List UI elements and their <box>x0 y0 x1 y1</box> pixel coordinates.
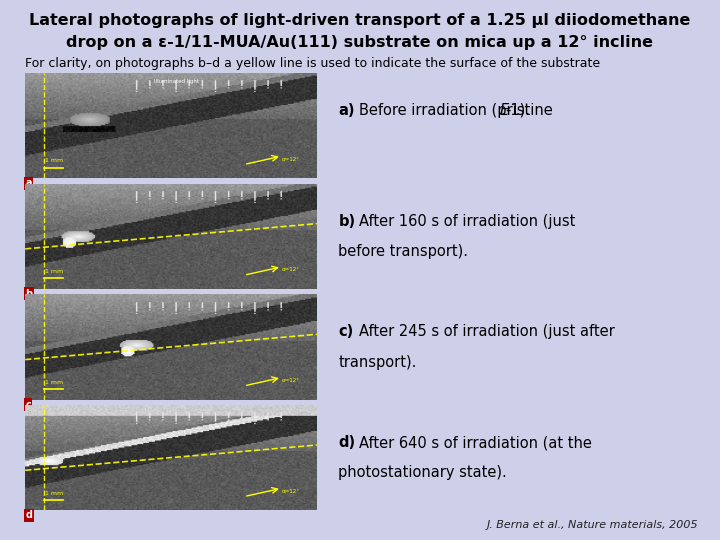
Text: After 160 s of irradiation (just: After 160 s of irradiation (just <box>359 214 575 228</box>
Text: 1 mm: 1 mm <box>45 490 63 496</box>
Text: b: b <box>25 289 32 299</box>
Text: photostationary state).: photostationary state). <box>338 465 507 480</box>
Text: transport).: transport). <box>338 355 417 369</box>
Text: d: d <box>25 510 32 521</box>
Text: α=12°: α=12° <box>282 378 300 383</box>
Text: α=12°: α=12° <box>282 157 300 162</box>
Text: b): b) <box>338 214 356 228</box>
Text: 1 mm: 1 mm <box>45 380 63 385</box>
Text: c: c <box>25 400 31 410</box>
Text: -1).: -1). <box>505 103 531 118</box>
Text: a: a <box>25 178 32 188</box>
Text: d): d) <box>338 435 356 450</box>
Text: After 640 s of irradiation (at the: After 640 s of irradiation (at the <box>359 435 591 450</box>
Text: before transport).: before transport). <box>338 244 469 259</box>
Text: c): c) <box>338 325 354 339</box>
Text: J. Berna et al., Nature materials, 2005: J. Berna et al., Nature materials, 2005 <box>487 520 698 530</box>
Text: After 245 s of irradiation (just after: After 245 s of irradiation (just after <box>359 325 614 339</box>
Text: For clarity, on photographs b–d a yellow line is used to indicate the surface of: For clarity, on photographs b–d a yellow… <box>25 57 600 70</box>
Text: Before irradiation (pristine: Before irradiation (pristine <box>359 103 557 118</box>
Text: a): a) <box>338 103 355 118</box>
Text: 1 mm: 1 mm <box>45 158 63 164</box>
Text: α=12°: α=12° <box>282 489 300 494</box>
Text: Illuminated light: Illuminated light <box>154 79 199 84</box>
Text: drop on a ε-1/11-MUA/Au(111) substrate on mica up a 12° incline: drop on a ε-1/11-MUA/Au(111) substrate o… <box>66 35 654 50</box>
Text: α=12°: α=12° <box>282 267 300 273</box>
Text: Lateral photographs of light-driven transport of a 1.25 μl diiodomethane: Lateral photographs of light-driven tran… <box>30 14 690 29</box>
Text: E: E <box>500 103 509 118</box>
Text: 1 mm: 1 mm <box>45 269 63 274</box>
